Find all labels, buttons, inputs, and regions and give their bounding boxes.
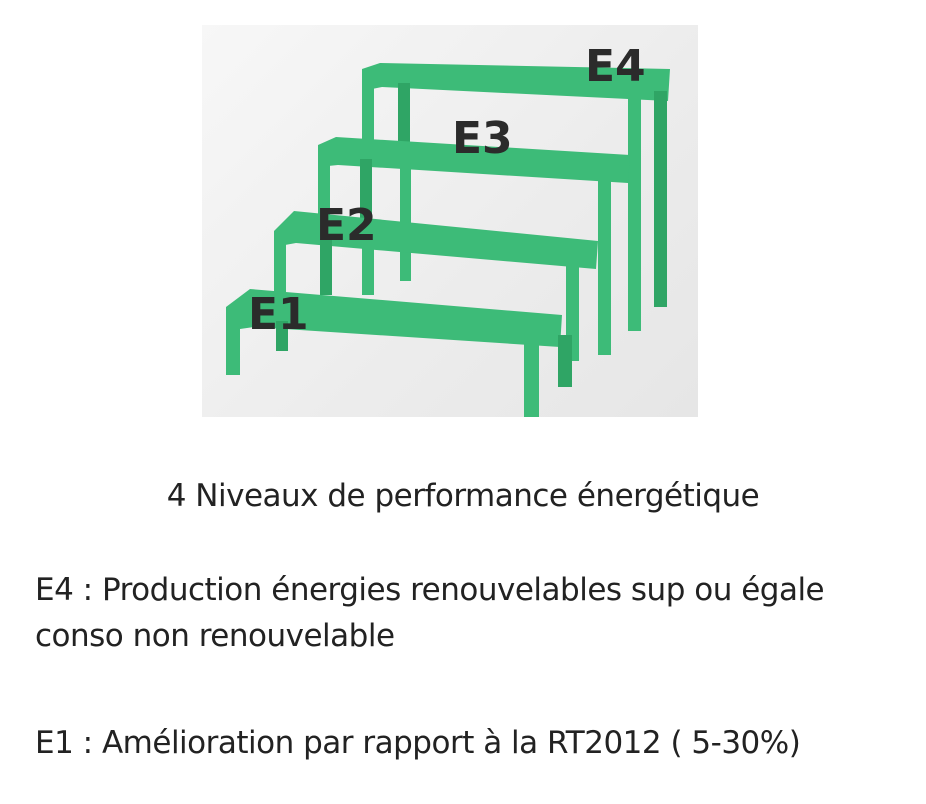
step-e2-leg-front-left [274, 239, 286, 299]
step-e1-leg-back-right [558, 335, 572, 387]
step-e3-leg-front-left [318, 161, 330, 221]
diagram-caption: 4 Niveaux de performance énergétique [166, 478, 760, 514]
step-e1-leg-back-left [276, 321, 288, 351]
step-e4 [362, 63, 670, 331]
step-e4-leg-front-right [628, 91, 641, 331]
step-label-e4: E4 [585, 41, 646, 92]
step-e1-leg-front-left [226, 321, 240, 375]
step-label-e1: E1 [248, 289, 309, 340]
step-e4-leg-front-left [362, 85, 374, 145]
step-e4-leg-back-left [398, 83, 410, 143]
step-e3-leg-back-left [360, 159, 372, 219]
stairs-illustration: E1 E2 E3 E4 [202, 25, 698, 417]
step-e3-leg-front-right [598, 175, 611, 355]
step-label-e3: E3 [452, 113, 513, 164]
step-label-e2: E2 [316, 200, 377, 251]
step-e2-leg-mid [362, 239, 374, 295]
step-e1 [226, 289, 572, 417]
step-e4-leg-back-right [654, 91, 667, 307]
step-e1-leg-front-right [524, 343, 539, 417]
step-e4-top [362, 63, 670, 101]
stairs-svg: E1 E2 E3 E4 [226, 41, 670, 417]
step-e1-top [226, 289, 562, 347]
step-e2-leg-back-left [320, 239, 332, 295]
step-e3-top [318, 137, 630, 183]
description-e4: E4 : Production énergies renouvelables s… [35, 572, 825, 654]
description-e1: E1 : Amélioration par rapport à la RT201… [35, 725, 801, 761]
step-e2-top [274, 211, 598, 269]
